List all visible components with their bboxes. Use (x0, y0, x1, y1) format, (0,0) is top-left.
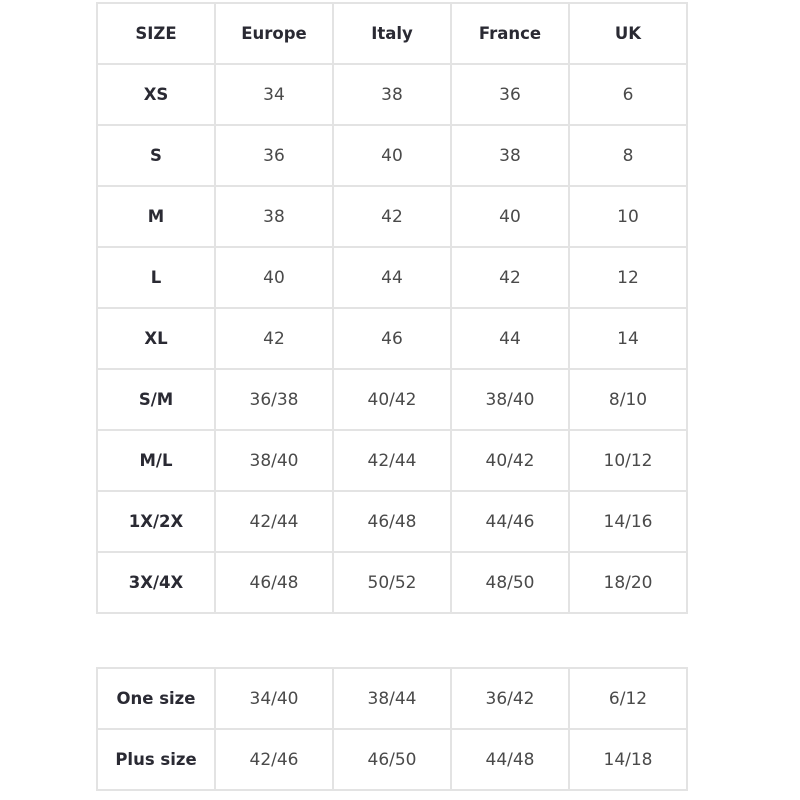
size-value-cell: 38/40 (450, 368, 570, 431)
size-value-cell: 38/40 (214, 429, 334, 492)
size-value-cell: 10 (568, 185, 688, 248)
table-row: XL 42 46 44 14 (96, 307, 688, 370)
size-label-cell: 3X/4X (96, 551, 216, 614)
size-label-cell: One size (96, 667, 216, 730)
size-value-cell: 42 (332, 185, 452, 248)
column-header: France (450, 2, 570, 65)
column-header: SIZE (96, 2, 216, 65)
size-value-cell: 10/12 (568, 429, 688, 492)
size-value-cell: 12 (568, 246, 688, 309)
size-value-cell: 36/42 (450, 667, 570, 730)
size-value-cell: 14 (568, 307, 688, 370)
table-row: S/M 36/38 40/42 38/40 8/10 (96, 368, 688, 431)
size-value-cell: 6/12 (568, 667, 688, 730)
table-row: L 40 44 42 12 (96, 246, 688, 309)
size-label-cell: XS (96, 63, 216, 126)
size-value-cell: 50/52 (332, 551, 452, 614)
size-value-cell: 14/16 (568, 490, 688, 553)
size-label-cell: 1X/2X (96, 490, 216, 553)
size-label-cell: L (96, 246, 216, 309)
table-row: 1X/2X 42/44 46/48 44/46 14/16 (96, 490, 688, 553)
table-row: One size 34/40 38/44 36/42 6/12 (96, 667, 688, 730)
size-value-cell: 40 (214, 246, 334, 309)
size-value-cell: 36/38 (214, 368, 334, 431)
table-row: M/L 38/40 42/44 40/42 10/12 (96, 429, 688, 492)
size-label-cell: XL (96, 307, 216, 370)
size-value-cell: 38 (450, 124, 570, 187)
column-header: UK (568, 2, 688, 65)
size-conversion-table: SIZE Europe Italy France UK XS 34 38 36 6 S 36 40 38 8… (96, 2, 688, 614)
size-value-cell: 36 (450, 63, 570, 126)
size-value-cell: 42 (214, 307, 334, 370)
size-label-cell: M/L (96, 429, 216, 492)
size-value-cell: 6 (568, 63, 688, 126)
size-value-cell: 34/40 (214, 667, 334, 730)
size-value-cell: 18/20 (568, 551, 688, 614)
size-value-cell: 40 (450, 185, 570, 248)
size-value-cell: 36 (214, 124, 334, 187)
size-value-cell: 46/50 (332, 728, 452, 791)
size-value-cell: 8 (568, 124, 688, 187)
table-row: 3X/4X 46/48 50/52 48/50 18/20 (96, 551, 688, 614)
special-sizes-table: One size 34/40 38/44 36/42 6/12 Plus size 42/4… (96, 667, 688, 791)
table-row: S 36 40 38 8 (96, 124, 688, 187)
size-label-cell: M (96, 185, 216, 248)
size-value-cell: 38 (214, 185, 334, 248)
size-value-cell: 42/46 (214, 728, 334, 791)
size-label-cell: S (96, 124, 216, 187)
column-header: Italy (332, 2, 452, 65)
size-value-cell: 44 (450, 307, 570, 370)
size-value-cell: 46/48 (214, 551, 334, 614)
size-value-cell: 44/48 (450, 728, 570, 791)
table-row: XS 34 38 36 6 (96, 63, 688, 126)
size-value-cell: 42/44 (332, 429, 452, 492)
size-value-cell: 40 (332, 124, 452, 187)
size-value-cell: 38 (332, 63, 452, 126)
size-value-cell: 40/42 (332, 368, 452, 431)
size-value-cell: 42 (450, 246, 570, 309)
column-header: Europe (214, 2, 334, 65)
size-value-cell: 44/46 (450, 490, 570, 553)
size-value-cell: 38/44 (332, 667, 452, 730)
size-value-cell: 14/18 (568, 728, 688, 791)
size-value-cell: 46 (332, 307, 452, 370)
size-label-cell: Plus size (96, 728, 216, 791)
size-value-cell: 48/50 (450, 551, 570, 614)
size-value-cell: 40/42 (450, 429, 570, 492)
size-value-cell: 34 (214, 63, 334, 126)
size-value-cell: 46/48 (332, 490, 452, 553)
size-value-cell: 8/10 (568, 368, 688, 431)
table-row: Plus size 42/46 46/50 44/48 14/18 (96, 728, 688, 791)
size-value-cell: 44 (332, 246, 452, 309)
table-row: M 38 42 40 10 (96, 185, 688, 248)
header-row: SIZE Europe Italy France UK (96, 2, 688, 65)
size-value-cell: 42/44 (214, 490, 334, 553)
size-label-cell: S/M (96, 368, 216, 431)
